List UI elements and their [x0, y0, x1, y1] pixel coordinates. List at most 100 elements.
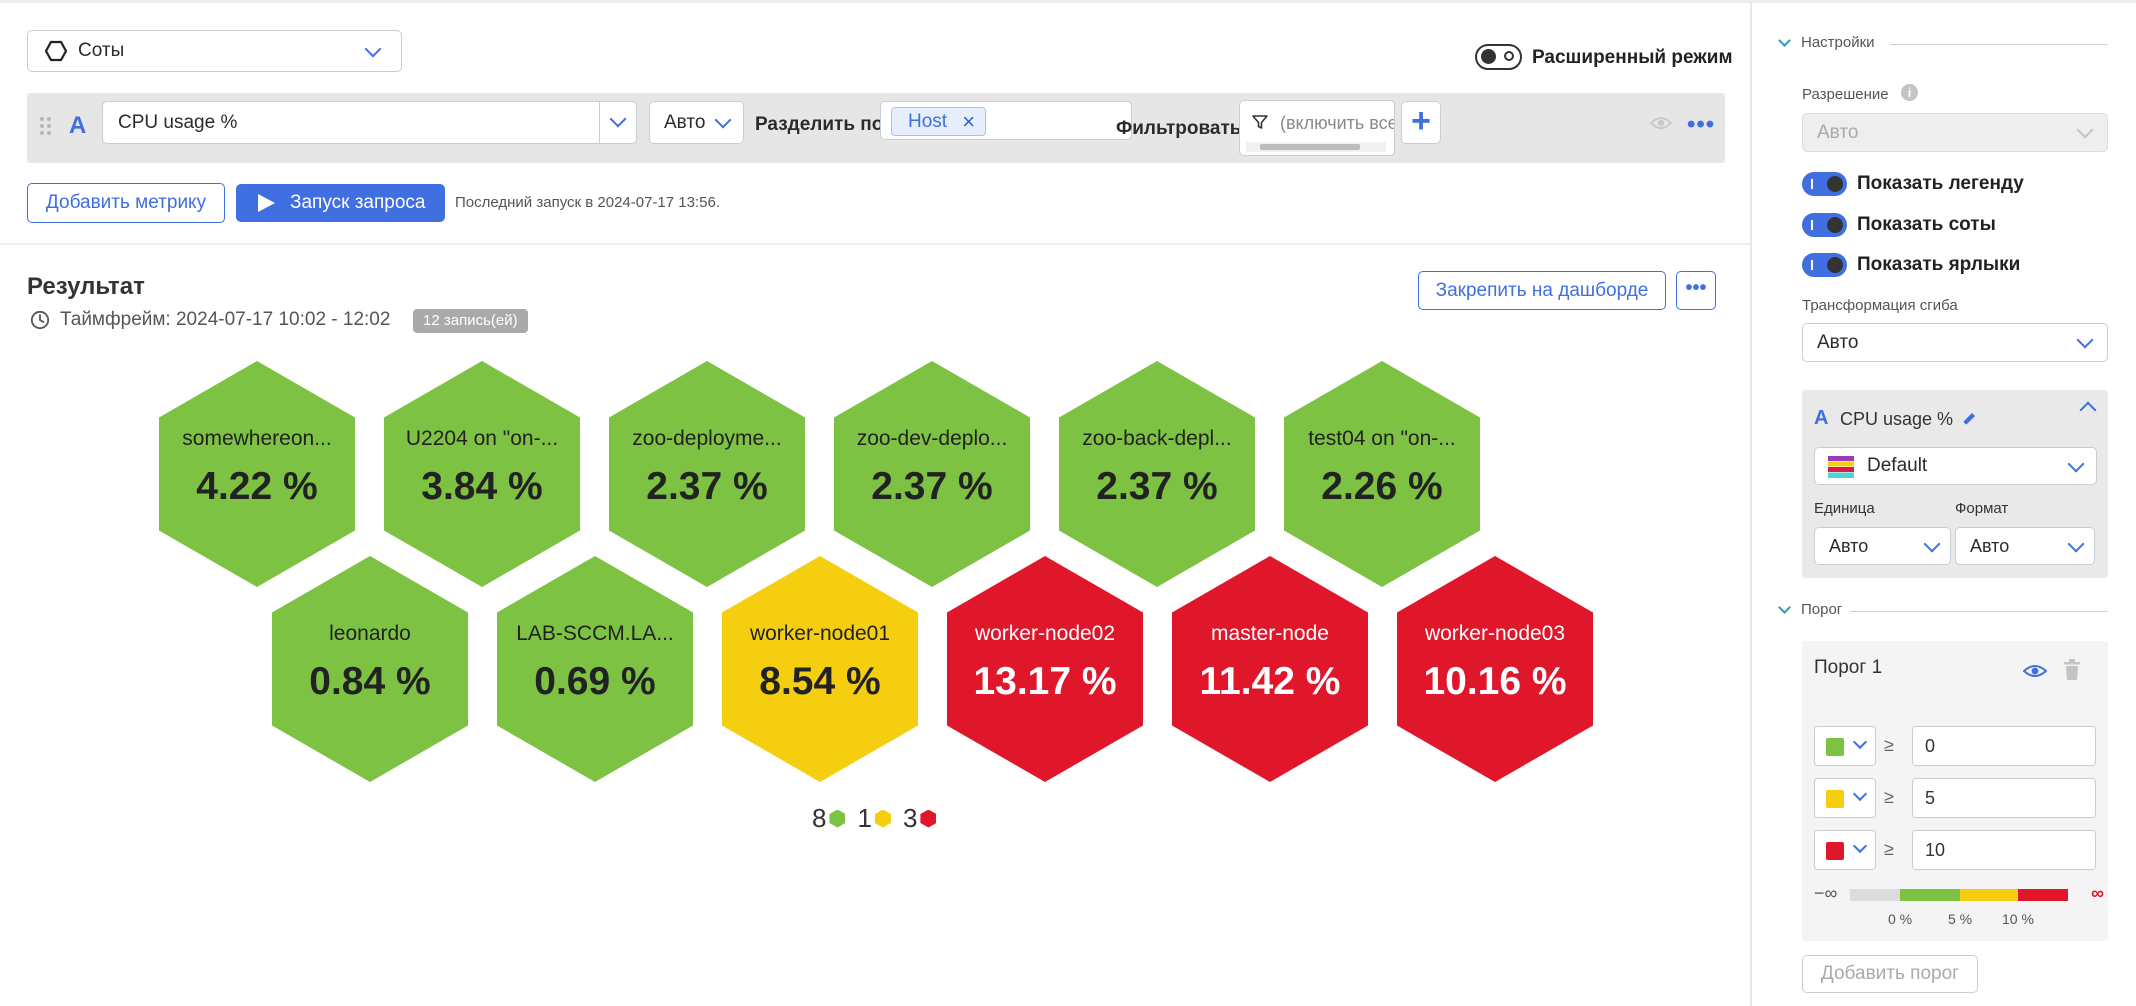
- scale-segment-base: [1850, 889, 1900, 901]
- hexagon-icon: [829, 809, 846, 828]
- threshold-value-input[interactable]: 5: [1912, 778, 2096, 818]
- split-chip-label: Host: [908, 111, 948, 132]
- honeycomb-cell[interactable]: worker-node01 8.54 %: [722, 556, 918, 782]
- honeycomb-cell[interactable]: zoo-dev-deplo... 2.37 %: [834, 361, 1030, 587]
- aggregation-value: Авто: [664, 111, 706, 133]
- legend-item: 1: [857, 803, 891, 834]
- unit-value: Авто: [1829, 535, 1869, 556]
- visualization-type-select[interactable]: Соты: [27, 30, 402, 72]
- cell-value: 4.22 %: [196, 465, 318, 508]
- toggle-knob: [1481, 49, 1496, 64]
- scale-segment-green: [1900, 889, 1960, 901]
- cell-host-name: LAB-SCCM.LA...: [516, 622, 674, 645]
- resolution-value: Авто: [1817, 121, 1859, 143]
- unit-select[interactable]: Авто: [1814, 527, 1951, 565]
- cell-host-name: worker-node01: [749, 622, 891, 645]
- threshold-value-input[interactable]: 10: [1912, 830, 2096, 870]
- cell-host-name: master-node: [1211, 622, 1329, 645]
- cell-host-name: worker-node03: [1424, 622, 1566, 645]
- cell-value: 2.37 %: [1096, 465, 1218, 508]
- chevron-up-icon[interactable]: [2079, 401, 2097, 419]
- run-query-button[interactable]: Запуск запроса: [236, 184, 445, 222]
- honeycomb-cell[interactable]: zoo-back-depl... 2.37 %: [1059, 361, 1255, 587]
- toggle-knob: [1827, 176, 1843, 192]
- honeycomb-cell[interactable]: leonardo 0.84 %: [272, 556, 468, 782]
- info-icon[interactable]: i: [1901, 84, 1918, 101]
- bend-transform-select[interactable]: Авто: [1802, 323, 2108, 362]
- add-filter-button[interactable]: +: [1401, 101, 1441, 144]
- aggregation-select[interactable]: Авто: [649, 101, 744, 144]
- close-icon[interactable]: ×: [962, 109, 976, 134]
- honeycomb-cell[interactable]: somewhereon... 4.22 %: [159, 361, 355, 587]
- cell-value: 0.84 %: [309, 660, 431, 703]
- toggle-off-icon: [1504, 51, 1514, 61]
- unit-label: Единица: [1814, 500, 1875, 517]
- filter-input[interactable]: (включить все): [1239, 100, 1395, 156]
- eye-icon[interactable]: [1650, 115, 1672, 131]
- color-swatch: [1826, 738, 1844, 756]
- visualization-type-value: Соты: [78, 40, 125, 61]
- honeycomb-cell[interactable]: master-node 11.42 %: [1172, 556, 1368, 782]
- settings-section-title: Настройки: [1801, 34, 1875, 51]
- records-count-badge: 12 запись(ей): [413, 309, 528, 333]
- honeycomb-cell[interactable]: worker-node02 13.17 %: [947, 556, 1143, 782]
- show-cells-toggle[interactable]: [1802, 213, 1847, 237]
- show-legend-toggle[interactable]: [1802, 172, 1847, 196]
- honeycomb-cell[interactable]: U2204 on "on-... 3.84 %: [384, 361, 580, 587]
- threshold-color-select[interactable]: [1814, 726, 1876, 766]
- metric-select[interactable]: CPU usage %: [102, 101, 637, 144]
- result-more-button[interactable]: •••: [1676, 271, 1716, 310]
- cell-value: 2.26 %: [1321, 465, 1443, 508]
- section-divider: [1850, 611, 2108, 612]
- threshold-row: ≥10: [1814, 830, 2096, 872]
- metric-letter: A: [1814, 407, 1829, 429]
- threshold-color-select[interactable]: [1814, 830, 1876, 870]
- chevron-down-icon: [1923, 535, 1941, 553]
- advanced-mode-toggle[interactable]: [1475, 44, 1522, 70]
- cell-value: 13.17 %: [973, 660, 1117, 703]
- palette-value: Default: [1867, 455, 1928, 476]
- show-labels-toggle[interactable]: [1802, 253, 1847, 277]
- settings-section-header[interactable]: Настройки: [1778, 33, 2108, 51]
- cell-value: 2.37 %: [646, 465, 768, 508]
- toggle-knob: [1827, 257, 1843, 273]
- eye-icon[interactable]: [2023, 663, 2047, 679]
- honeycomb-cell[interactable]: worker-node03 10.16 %: [1397, 556, 1593, 782]
- funnel-icon: [1252, 115, 1268, 129]
- cell-host-name: worker-node02: [974, 622, 1116, 645]
- scale-segment-red: [2018, 889, 2068, 901]
- toggle-on-icon: [1811, 179, 1813, 189]
- cell-value: 0.69 %: [534, 660, 656, 703]
- palette-select[interactable]: Default: [1814, 447, 2097, 485]
- cell-host-name: zoo-deployme...: [632, 427, 782, 450]
- toggle-on-icon: [1811, 220, 1813, 230]
- more-options-icon[interactable]: •••: [1687, 111, 1716, 138]
- threshold-color-select[interactable]: [1814, 778, 1876, 818]
- scrollbar-thumb[interactable]: [1260, 144, 1360, 150]
- chevron-down-icon: [609, 110, 627, 128]
- operator-label: ≥: [1884, 735, 1894, 755]
- chevron-down-icon: [1778, 600, 1791, 614]
- query-row: A CPU usage % Авто Разделить по Host × Ф…: [27, 93, 1725, 163]
- honeycomb-cell[interactable]: test04 on "on-... 2.26 %: [1284, 361, 1480, 587]
- threshold-section-header[interactable]: Порог: [1778, 600, 2108, 618]
- threshold-row: ≥0: [1814, 726, 2096, 768]
- split-chip-host[interactable]: Host ×: [891, 107, 987, 136]
- split-by-input[interactable]: Host ×: [880, 101, 1132, 140]
- format-select[interactable]: Авто: [1955, 527, 2095, 565]
- pin-to-dashboard-button[interactable]: Закрепить на дашборде: [1418, 271, 1666, 310]
- threshold-title: Порог 1: [1814, 657, 1883, 678]
- last-run-text: Последний запуск в 2024-07-17 13:56.: [455, 194, 720, 211]
- cell-value: 3.84 %: [421, 465, 543, 508]
- filter-scrollbar[interactable]: [1246, 142, 1386, 152]
- trash-icon[interactable]: [2064, 659, 2080, 681]
- add-metric-button[interactable]: Добавить метрику: [27, 183, 225, 223]
- cell-value: 8.54 %: [759, 660, 881, 703]
- cell-value: 10.16 %: [1423, 660, 1567, 703]
- honeycomb-cell[interactable]: LAB-SCCM.LA... 0.69 %: [497, 556, 693, 782]
- honeycomb-cell[interactable]: zoo-deployme... 2.37 %: [609, 361, 805, 587]
- drag-handle-icon[interactable]: [40, 117, 54, 139]
- threshold-value-input[interactable]: 0: [1912, 726, 2096, 766]
- pencil-icon[interactable]: [1960, 410, 1978, 428]
